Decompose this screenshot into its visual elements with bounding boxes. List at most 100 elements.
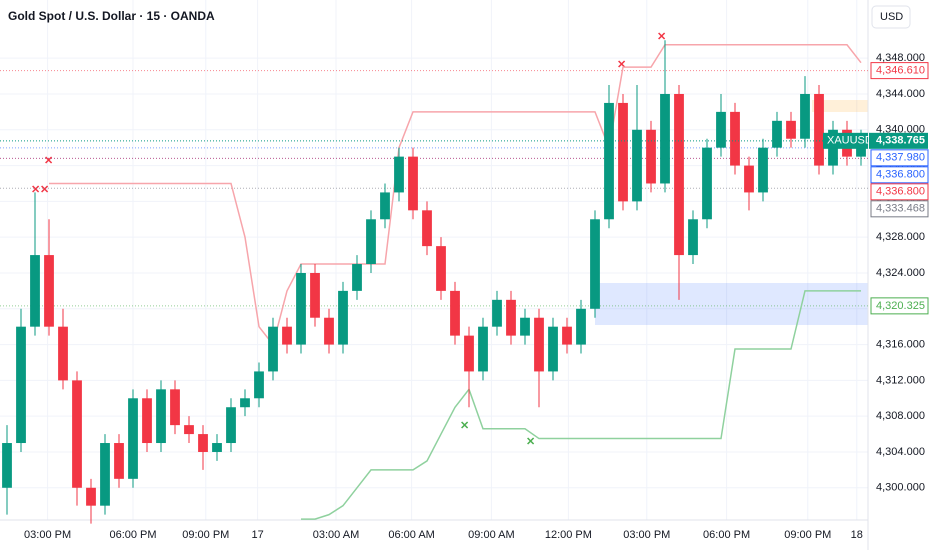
level-badge [870,149,929,167]
candle-body [800,93,810,139]
candle-body [324,317,334,345]
candle-body [170,389,180,426]
x-tick-label: 03:00 PM [623,529,670,541]
x-tick-label: 09:00 AM [468,529,514,541]
candle-body [240,398,250,408]
candle-body [142,398,152,444]
demand-zone [595,283,868,325]
sell-signal: ✕ [657,31,666,43]
candle-body [128,398,138,479]
candle-body [254,371,264,399]
candle-body [716,111,726,148]
candle-body [744,165,754,193]
y-tick-label: 4,324.000 [876,267,925,279]
sell-signal: ✕ [31,184,40,196]
candle-body [520,317,530,336]
candle-body [576,308,586,345]
candle-body [786,120,796,139]
candle-body [422,210,432,247]
candle-body [2,443,12,488]
x-tick-label: 03:00 PM [24,529,71,541]
candle-body [72,380,82,488]
last-price-badge [869,132,928,149]
last-price-label: 4,338.765 [876,135,925,147]
y-tick-label: 4,308.000 [876,410,925,422]
level-label: 4,337.980 [876,152,925,164]
indicator-line [301,290,861,520]
signals: ✕ ✕ ✕ ✕ ✕ ✕ ✕ [31,31,666,448]
candle-body [394,156,404,193]
candle-body [184,425,194,435]
candle-body [506,299,516,336]
candle-body [282,326,292,345]
y-tick-label: 4,344.000 [876,88,925,100]
level-label: 4,320.325 [876,300,925,312]
level-badge [870,166,929,184]
candle-body [814,93,824,166]
y-tick-label: 4,316.000 [876,338,925,350]
candle-body [198,434,208,452]
level-label: 4,333.468 [876,203,925,215]
candle-body [100,443,110,506]
buy-signal: ✕ [526,436,535,448]
candle-body [646,129,656,184]
x-tick-label: 18 [851,529,863,541]
level-label: 4,336.800 [876,186,925,198]
level-label: 4,346.610 [876,65,925,77]
candle-body [604,102,614,220]
candle-body [758,147,768,193]
y-tick-label: 4,348.000 [876,52,925,64]
candle-body [590,219,600,309]
candle-body [352,264,362,291]
y-tick-label: 4,340.000 [876,124,925,136]
candle-body [338,290,348,345]
y-tick-label: 4,312.000 [876,374,925,386]
candle-body [478,326,488,372]
candle-body [86,487,96,506]
candle-body [660,93,670,184]
candle-body [492,299,502,327]
x-tick-label: 03:00 AM [313,529,359,541]
x-tick-label: 17 [251,529,263,541]
indicator-line [49,44,862,347]
x-tick-label: 09:00 PM [784,529,831,541]
candle-body [268,326,278,372]
candle-body [296,272,306,345]
x-tick-label: 06:00 PM [703,529,750,541]
candle-body [44,255,54,327]
buy-signal: ✕ [460,420,469,432]
symbol-label: XAUUSD [827,135,873,147]
candle-body [632,129,642,202]
sell-signal: ✕ [40,184,49,196]
candle-body [450,290,460,336]
candle-body [562,326,572,345]
candle-body [114,443,124,479]
y-tick-label: 4,304.000 [876,446,925,458]
candle-body [548,326,558,372]
candle-body [674,93,684,256]
candle-body [212,443,222,452]
candle-body [618,102,628,202]
level-badge [870,200,929,218]
candle-body [366,219,376,265]
candle-body [772,120,782,148]
candle-body [30,255,40,327]
candle-body [408,156,418,211]
level-badge [870,62,929,80]
candle-body [380,192,390,220]
candle-body [464,335,474,372]
candle-body [702,147,712,220]
y-tick-label: 4,300.000 [876,482,925,494]
level-label: 4,336.800 [876,169,925,181]
currency-button[interactable] [871,5,911,29]
currency-label[interactable]: USD [880,11,903,23]
candle-body [436,246,446,291]
x-tick-label: 09:00 PM [182,529,229,541]
candle-body [730,111,740,166]
supply-zone [812,100,868,112]
x-tick-label: 12:00 PM [545,529,592,541]
candle-body [226,407,236,444]
x-tick-label: 06:00 AM [388,529,434,541]
y-tick-label: 4,328.000 [876,231,925,243]
